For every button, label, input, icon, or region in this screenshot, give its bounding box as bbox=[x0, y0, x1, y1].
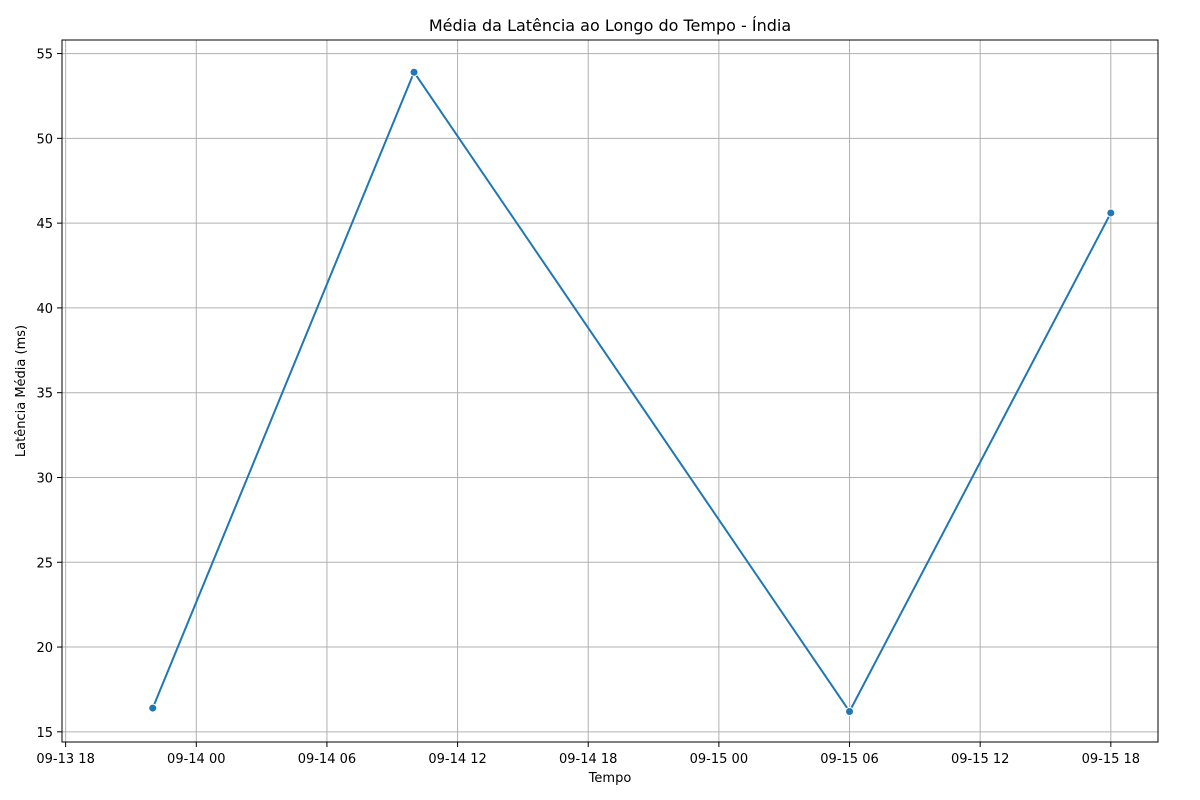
x-axis-ticks: 09-13 18 09-14 00 09-14 06 09-14 12 09-14 18… bbox=[36, 742, 1140, 767]
y-tick-label: 35 bbox=[36, 387, 53, 402]
y-axis-title: Latência Média (ms) bbox=[14, 325, 29, 457]
x-tick-label: 09-14 18 bbox=[559, 752, 617, 767]
x-tick-label: 09-14 06 bbox=[298, 752, 356, 767]
chart-title: Média da Latência ao Longo do Tempo - Ín… bbox=[429, 16, 791, 35]
data-point bbox=[845, 706, 855, 716]
data-point bbox=[148, 703, 158, 713]
data-point bbox=[1106, 208, 1116, 218]
x-tick-label: 09-15 12 bbox=[951, 752, 1009, 767]
data-point bbox=[409, 67, 419, 77]
y-tick-label: 30 bbox=[36, 471, 53, 486]
y-tick-label: 55 bbox=[36, 48, 53, 63]
x-tick-label: 09-14 12 bbox=[428, 752, 486, 767]
x-tick-label: 09-15 06 bbox=[820, 752, 878, 767]
x-tick-label: 09-13 18 bbox=[36, 752, 94, 767]
plot-frame bbox=[61, 39, 1159, 743]
x-tick-label: 09-15 00 bbox=[690, 752, 748, 767]
y-axis-ticks: 15 20 25 30 35 40 45 50 55 bbox=[36, 48, 62, 741]
x-axis-title: Tempo bbox=[588, 771, 632, 786]
y-tick-label: 25 bbox=[36, 556, 53, 571]
grid-lines bbox=[62, 40, 1158, 742]
series-line bbox=[151, 71, 1112, 713]
y-tick-label: 15 bbox=[36, 726, 53, 741]
y-tick-label: 20 bbox=[36, 641, 53, 656]
y-tick-label: 50 bbox=[36, 132, 53, 147]
y-tick-label: 40 bbox=[36, 302, 53, 317]
y-tick-label: 45 bbox=[36, 217, 53, 232]
series-layer bbox=[148, 67, 1116, 716]
x-tick-label: 09-14 00 bbox=[167, 752, 225, 767]
x-tick-label: 09-15 18 bbox=[1082, 752, 1140, 767]
